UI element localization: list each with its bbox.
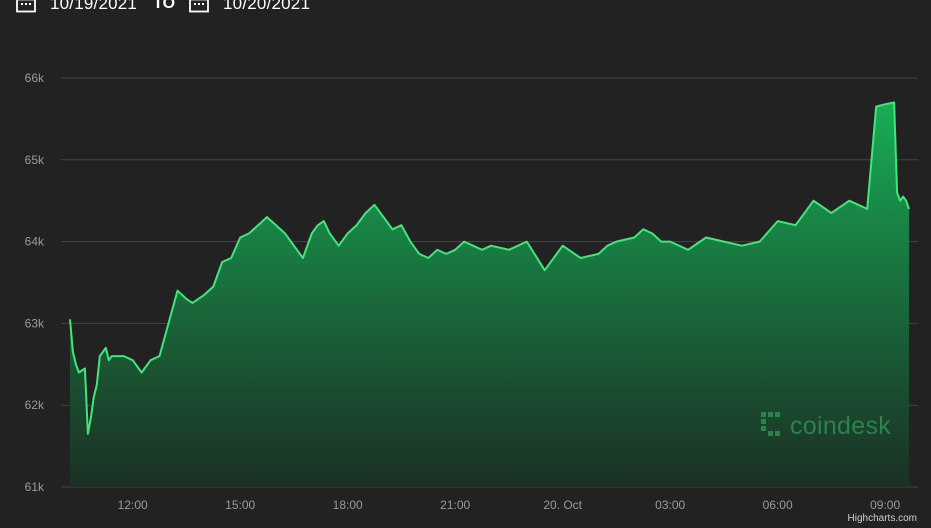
x-tick-label: 20. Oct bbox=[543, 498, 582, 512]
x-tick-label: 18:00 bbox=[333, 498, 363, 512]
coindesk-watermark: coindesk bbox=[760, 410, 891, 442]
y-tick-label: 63k bbox=[25, 316, 45, 330]
x-tick-label: 12:00 bbox=[118, 498, 148, 512]
coindesk-wordmark: coindesk bbox=[790, 411, 892, 440]
calendar-icon[interactable] bbox=[189, 0, 211, 15]
price-area-fill bbox=[70, 102, 909, 487]
x-tick-label: 03:00 bbox=[655, 498, 685, 512]
x-tick-label: 21:00 bbox=[440, 498, 470, 512]
y-tick-label: 64k bbox=[25, 235, 45, 249]
to-date[interactable]: 10/20/2021 bbox=[223, 0, 311, 13]
from-date[interactable]: 10/19/2021 bbox=[50, 0, 138, 13]
price-line bbox=[69, 101, 910, 435]
y-tick-label: 65k bbox=[25, 153, 45, 167]
x-tick-label: 09:00 bbox=[870, 498, 900, 512]
x-tick-label: 15:00 bbox=[225, 498, 255, 512]
to-label: TO bbox=[153, 0, 176, 12]
date-range-bar: 10/19/2021 TO 10/20/2021 bbox=[0, 0, 310, 18]
coindesk-logo-icon bbox=[760, 411, 786, 442]
y-tick-label: 66k bbox=[25, 71, 45, 85]
x-tick-label: 06:00 bbox=[763, 498, 793, 512]
y-tick-label: 62k bbox=[25, 398, 45, 412]
calendar-icon[interactable] bbox=[16, 0, 38, 15]
y-tick-label: 61k bbox=[25, 480, 45, 494]
highcharts-credits[interactable]: Highcharts.com bbox=[847, 513, 917, 524]
